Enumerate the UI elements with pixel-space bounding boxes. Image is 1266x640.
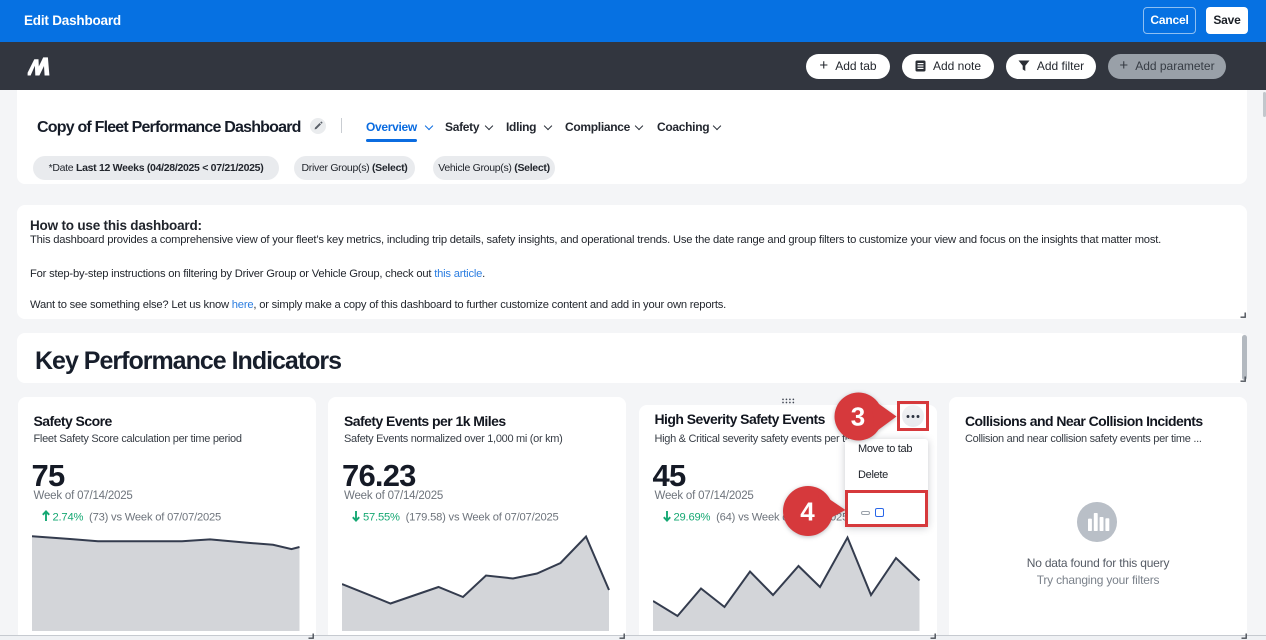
svg-text:4: 4 <box>800 497 815 527</box>
svg-text:3: 3 <box>851 402 865 432</box>
